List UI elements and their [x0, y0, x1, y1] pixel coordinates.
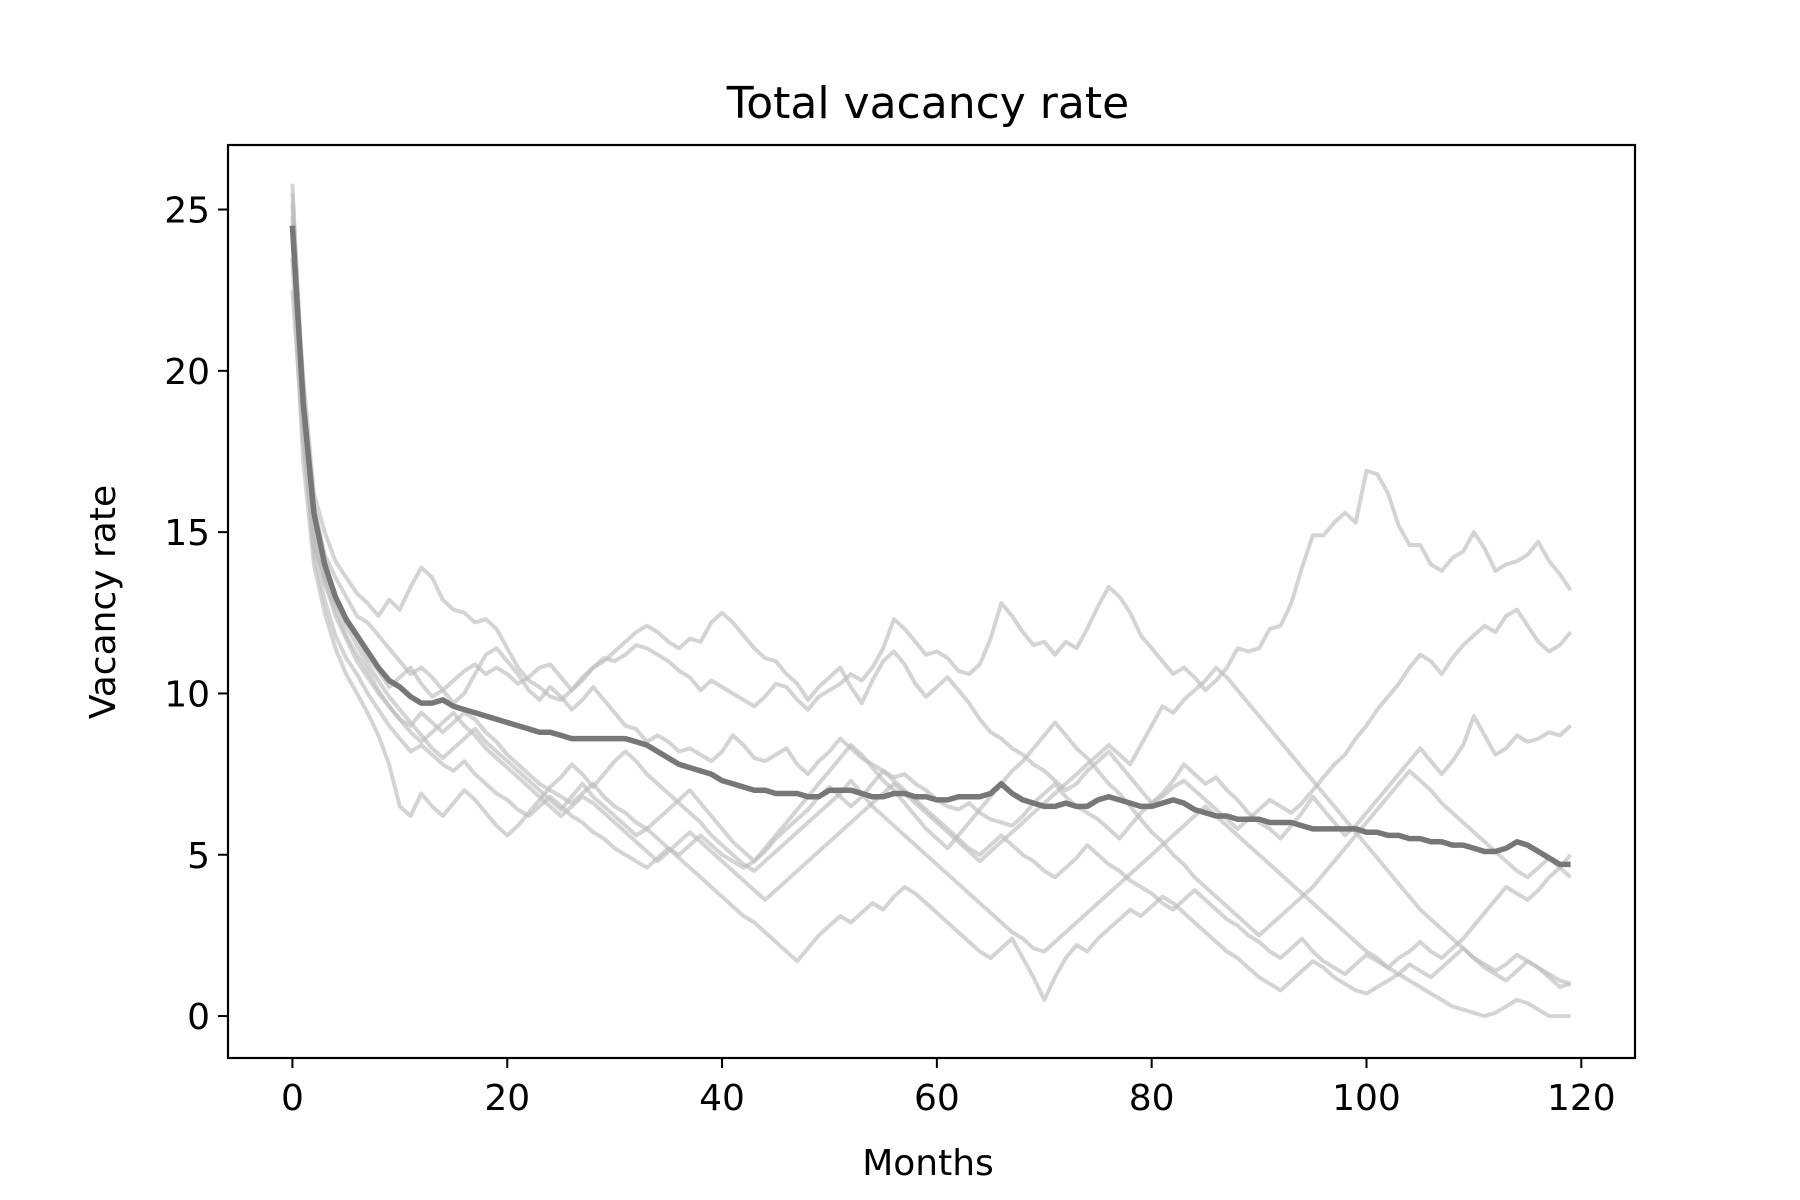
x-axis-label: Months: [862, 1143, 994, 1184]
y-tick-label-10: 10: [164, 674, 210, 715]
x-tick-label-80: 80: [1129, 1078, 1175, 1119]
run-line-5: [290, 203, 1572, 1002]
plot-frame: [226, 143, 1637, 1060]
y-tick-label-0: 0: [187, 997, 210, 1038]
run-line-4: [290, 215, 1573, 977]
y-tick-label-5: 5: [187, 836, 210, 877]
x-axis-ticks: 0 20 40 60 80 100 120: [281, 1058, 1616, 1119]
y-axis-label: Vacancy rate: [83, 485, 124, 719]
mean-series: [289, 225, 1571, 868]
run-line-2: [290, 241, 1573, 831]
run-line-3: [290, 290, 1572, 841]
y-tick-label-20: 20: [164, 352, 210, 393]
x-tick-label-20: 20: [484, 1078, 530, 1119]
x-tick-label-100: 100: [1332, 1078, 1401, 1119]
run-line-1: [290, 193, 1573, 712]
mean-line: [289, 225, 1571, 868]
chart-title: Total vacancy rate: [726, 78, 1129, 129]
simulation-runs: [290, 183, 1573, 1019]
x-tick-label-0: 0: [281, 1078, 304, 1119]
run-line-7: [290, 183, 1572, 938]
run-line-8: [290, 235, 1572, 986]
y-tick-label-15: 15: [164, 513, 210, 554]
x-tick-label-120: 120: [1547, 1078, 1616, 1119]
x-tick-label-60: 60: [914, 1078, 960, 1119]
y-axis-ticks: 0 5 10 15 20 25: [164, 191, 228, 1038]
run-line-6: [290, 257, 1571, 1019]
x-tick-label-40: 40: [699, 1078, 745, 1119]
y-tick-label-25: 25: [164, 191, 210, 232]
